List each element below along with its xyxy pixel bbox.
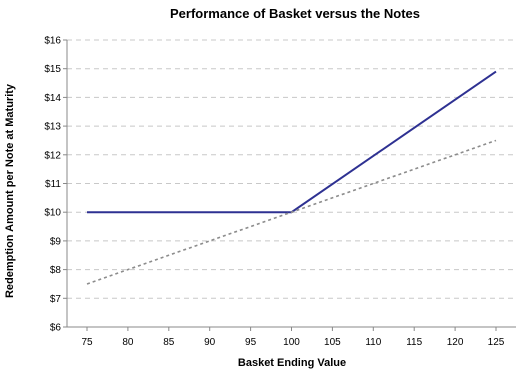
y-tick-label: $9 bbox=[50, 236, 62, 247]
x-tick-label: 105 bbox=[324, 337, 341, 348]
notes-redemption-line bbox=[87, 70, 497, 214]
x-tick-label: 125 bbox=[488, 337, 505, 348]
series-lines bbox=[86, 70, 497, 285]
y-tick-label: $13 bbox=[44, 122, 61, 133]
x-tick-label: 110 bbox=[365, 337, 381, 348]
gridlines bbox=[67, 39, 516, 299]
y-tick-label: $10 bbox=[44, 208, 61, 219]
y-tick-label: $6 bbox=[50, 323, 62, 334]
x-tick-label: 75 bbox=[81, 337, 93, 348]
x-tick-label: 95 bbox=[245, 337, 257, 348]
x-tick-label: 80 bbox=[122, 337, 134, 348]
x-axis-ticks: 75 80 85 90 95 100 105 110 115 120 125 bbox=[81, 327, 505, 348]
x-tick-label: 90 bbox=[204, 337, 216, 348]
x-tick-label: 100 bbox=[283, 337, 300, 348]
chart-title: Performance of Basket versus the Notes bbox=[170, 6, 420, 21]
y-tick-label: $12 bbox=[44, 150, 61, 161]
y-tick-label: $7 bbox=[50, 294, 62, 305]
x-tick-label: 120 bbox=[447, 337, 464, 348]
y-tick-label: $16 bbox=[44, 36, 61, 47]
y-tick-label: $15 bbox=[44, 64, 61, 75]
y-tick-label: $14 bbox=[44, 93, 61, 104]
x-axis-label: Basket Ending Value bbox=[238, 357, 346, 369]
y-tick-label: $11 bbox=[45, 179, 61, 190]
y-tick-label: $8 bbox=[50, 265, 62, 276]
y-axis-label: Redemption Amount per Note at Maturity bbox=[4, 83, 16, 298]
y-axis-ticks: $6 $7 $8 $9 $10 $11 $12 $13 $14 $15 $16 bbox=[44, 36, 67, 334]
basket-performance-line bbox=[86, 139, 497, 285]
x-tick-label: 115 bbox=[406, 337, 422, 348]
x-tick-label: 85 bbox=[163, 337, 175, 348]
